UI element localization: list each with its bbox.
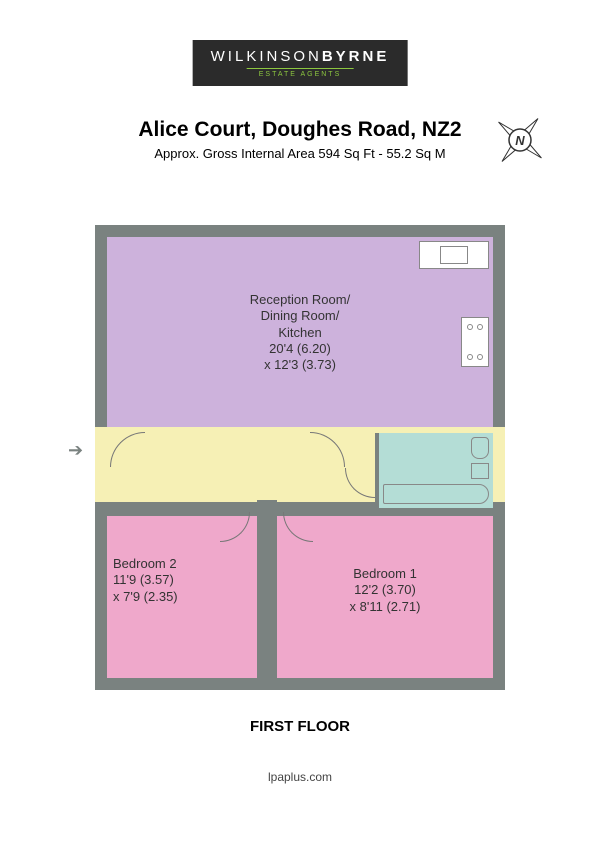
sink-icon <box>471 463 489 479</box>
reception-dim1: 20'4 (6.20) <box>107 341 493 357</box>
floor-plan: Reception Room/ Dining Room/ Kitchen 20'… <box>95 225 505 690</box>
logo-tagline: ESTATE AGENTS <box>211 71 390 78</box>
credit-text: lpaplus.com <box>0 770 600 784</box>
floor-label: FIRST FLOOR <box>0 718 600 735</box>
room-bathroom <box>375 433 493 508</box>
logo-first: WILKINSON <box>211 48 322 65</box>
bedroom2-dim2: x 7'9 (2.35) <box>113 589 257 605</box>
internal-wall <box>257 500 277 690</box>
bedroom1-dim1: 12'2 (3.70) <box>277 582 493 598</box>
kitchen-hob <box>461 317 489 367</box>
compass-n: N <box>515 133 525 148</box>
bedroom1-name: Bedroom 1 <box>277 566 493 582</box>
room-reception: Reception Room/ Dining Room/ Kitchen 20'… <box>107 237 493 427</box>
entry-gap <box>95 443 107 483</box>
entry-arrow-icon: ➔ <box>68 440 83 461</box>
brand-logo: WILKINSONBYRNE ESTATE AGENTS <box>193 40 408 86</box>
bathtub-icon <box>383 484 489 504</box>
bedroom2-name: Bedroom 2 <box>113 556 257 572</box>
bedroom1-dim2: x 8'11 (2.71) <box>277 599 493 615</box>
reception-dim2: x 12'3 (3.73) <box>107 357 493 373</box>
kitchen-counter <box>419 241 489 269</box>
compass-icon: N <box>490 110 550 170</box>
logo-second: BYRNE <box>322 48 390 65</box>
reception-name2: Dining Room/ <box>107 308 493 324</box>
reception-name1: Reception Room/ <box>107 292 493 308</box>
toilet-icon <box>471 437 489 459</box>
reception-name3: Kitchen <box>107 325 493 341</box>
bedroom2-dim1: 11'9 (3.57) <box>113 572 257 588</box>
